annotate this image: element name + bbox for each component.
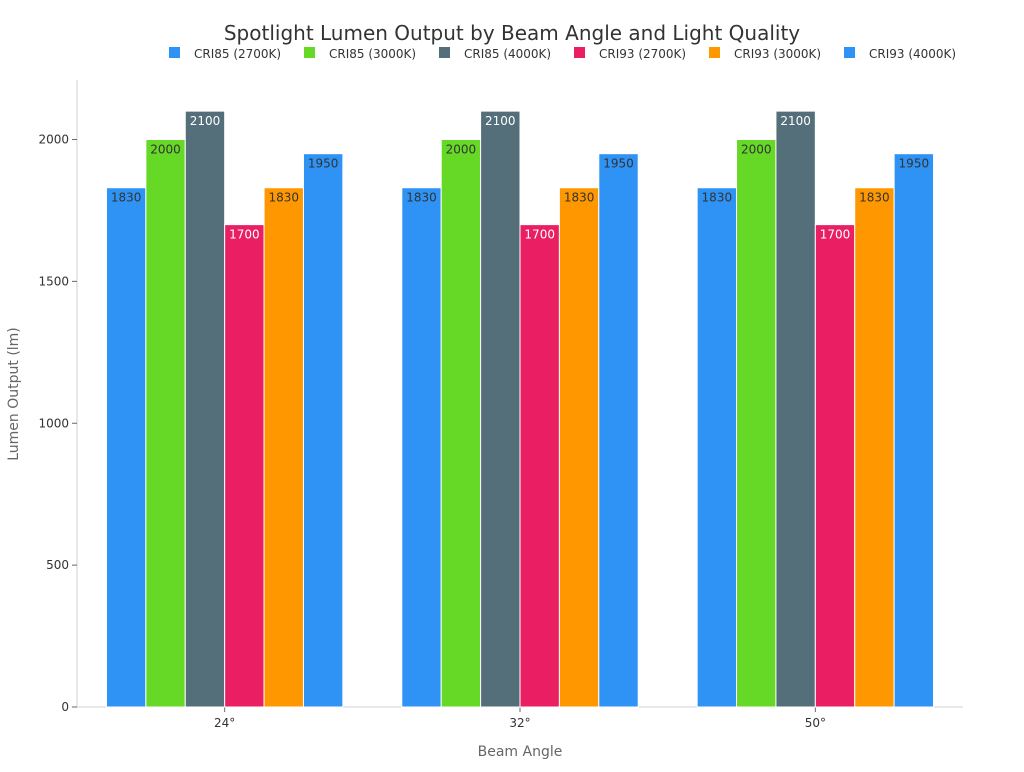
- chart-title: Spotlight Lumen Output by Beam Angle and…: [224, 21, 800, 45]
- bar: [105, 187, 147, 708]
- legend-label: CRI85 (3000K): [329, 47, 416, 61]
- y-tick-label: 1500: [38, 274, 69, 288]
- data-label: 1700: [229, 228, 260, 242]
- x-axis-title: Beam Angle: [478, 744, 563, 760]
- bar: [480, 110, 521, 708]
- data-labels: 1830 2000 2100 1700 1830 1950 1830 2000 2100 1700…: [111, 114, 929, 242]
- bar: [736, 139, 777, 708]
- data-label: 1830: [702, 191, 733, 205]
- legend: CRI85 (2700K) CRI85 (3000K) CRI85 (4000K) C…: [169, 47, 956, 61]
- legend-label: CRI85 (4000K): [464, 47, 551, 61]
- data-label: 2100: [190, 114, 221, 128]
- legend-swatch: [169, 47, 180, 58]
- data-label: 1830: [111, 191, 142, 205]
- bar: [302, 153, 344, 708]
- data-label: 1830: [406, 191, 437, 205]
- y-axis: 0 500 1000 1500 2000: [38, 80, 78, 714]
- bar: [224, 224, 265, 708]
- legend-label: CRI93 (2700K): [599, 47, 686, 61]
- bar: [401, 187, 442, 708]
- bar: [558, 187, 600, 708]
- y-axis-title: Lumen Output (lm): [6, 327, 22, 461]
- bar: [440, 139, 482, 708]
- data-label: 2000: [446, 143, 477, 157]
- bars: [105, 110, 935, 708]
- data-label: 1830: [859, 191, 890, 205]
- legend-swatch: [574, 47, 585, 58]
- y-tick-label: 1000: [38, 416, 69, 430]
- legend-swatch: [439, 47, 450, 58]
- data-label: 2000: [741, 143, 772, 157]
- bar: [519, 224, 560, 708]
- bar: [854, 187, 895, 708]
- bar: [814, 224, 856, 708]
- bar: [184, 110, 226, 708]
- data-label: 1950: [899, 157, 930, 171]
- bar: [145, 139, 186, 708]
- legend-label: CRI93 (3000K): [734, 47, 821, 61]
- data-label: 1830: [268, 191, 299, 205]
- data-label: 1950: [603, 157, 634, 171]
- x-axis: 24° 32° 50°: [77, 706, 963, 730]
- bar: [696, 187, 738, 708]
- legend-label: CRI85 (2700K): [194, 47, 281, 61]
- bar: [598, 153, 639, 708]
- legend-swatch: [709, 47, 720, 58]
- data-label: 2100: [780, 114, 811, 128]
- data-label: 1700: [524, 228, 555, 242]
- bar: [893, 153, 935, 708]
- y-tick-label: 500: [46, 558, 69, 572]
- y-tick-label: 2000: [38, 133, 69, 147]
- legend-swatch: [844, 47, 855, 58]
- x-tick-label: 32°: [509, 716, 530, 730]
- data-label: 2100: [485, 114, 516, 128]
- y-tick-label: 0: [61, 700, 69, 714]
- data-label: 2000: [150, 143, 181, 157]
- x-tick-label: 50°: [805, 716, 826, 730]
- data-label: 1830: [564, 191, 595, 205]
- bar: [263, 187, 304, 708]
- data-label: 1700: [820, 228, 851, 242]
- x-tick-label: 24°: [214, 716, 235, 730]
- bar: [775, 110, 816, 708]
- data-label: 1950: [308, 157, 339, 171]
- legend-label: CRI93 (4000K): [869, 47, 956, 61]
- legend-swatch: [304, 47, 315, 58]
